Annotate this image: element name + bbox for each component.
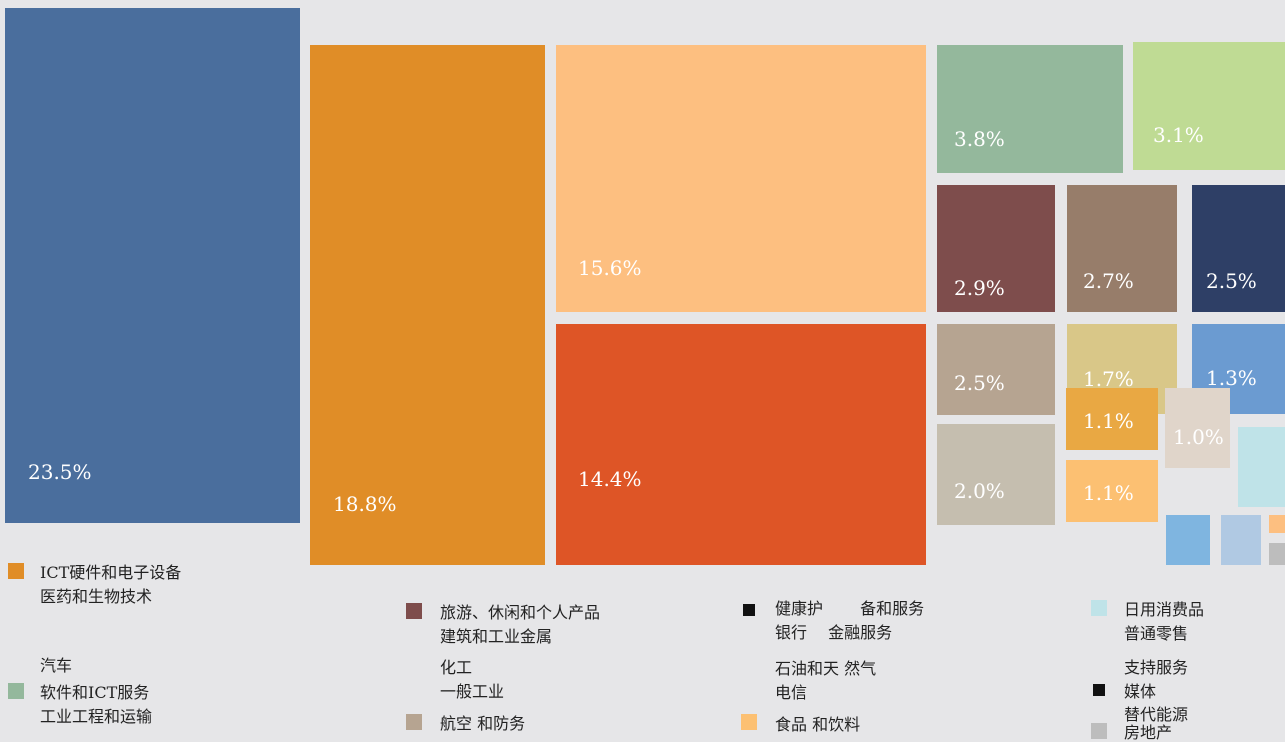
legend-label-line: 医药和生物技术 (40, 587, 153, 606)
tile-label: 2.5% (1206, 269, 1257, 293)
legend-label-line: 食品 和饮料 (775, 715, 861, 734)
tile-label: 3.8% (954, 127, 1005, 151)
treemap-tile (556, 324, 926, 565)
legend-swatch (1093, 684, 1105, 696)
legend-label: 石油和天 然气 电信 (775, 657, 876, 705)
treemap-tile (556, 45, 926, 312)
tile-label: 1.3% (1206, 366, 1257, 390)
tile-label: 2.9% (954, 276, 1005, 300)
legend-label: 航空 和防务 (440, 712, 525, 736)
tile-label: 3.1% (1153, 123, 1204, 147)
legend-label-line: 建筑和工业金属 (440, 627, 553, 646)
legend-label: 旅游、休闲和个人产品 建筑和工业金属 (440, 601, 600, 649)
treemap-tile (1166, 515, 1210, 565)
treemap-tile (1165, 388, 1230, 468)
tile-label: 1.1% (1083, 481, 1134, 505)
legend-label-line: 媒体 (1124, 682, 1157, 701)
treemap-tile (937, 424, 1055, 525)
legend-label: 软件和ICT服务 工业工程和运输 (40, 681, 152, 729)
legend-label: 汽车 (40, 654, 72, 678)
treemap-tile (1133, 42, 1285, 170)
legend-swatch (8, 563, 24, 579)
legend-label: 食品 和饮料 (775, 713, 860, 737)
legend-label-line: 软件和ICT服务 (40, 683, 150, 702)
legend-label-line: 旅游、休闲和个人产品 (440, 603, 601, 622)
treemap-chart: 23.5% 18.8% 15.6% 14.4% 3.8% 3.1% 2.9% 2.7% 2.5%… (5, 8, 1285, 565)
legend-label-line: 支持服务 (1124, 658, 1189, 677)
legend-label-line: 普通零售 (1124, 624, 1189, 643)
legend-label: 替代能源 房地产 (1124, 706, 1188, 742)
treemap-tile (5, 8, 300, 523)
treemap-tile (1066, 388, 1158, 450)
tile-label: 1.1% (1083, 409, 1134, 433)
tile-label: 1.0% (1173, 425, 1224, 449)
legend-swatch (406, 603, 422, 619)
tile-label: 2.0% (954, 479, 1005, 503)
tile-label: 2.5% (954, 371, 1005, 395)
treemap-tile (1221, 515, 1261, 565)
tile-label: 2.7% (1083, 269, 1134, 293)
treemap-tile (310, 45, 545, 565)
tile-label: 18.8% (333, 492, 397, 516)
tile-label: 1.7% (1083, 367, 1134, 391)
legend-label-line: ICT硬件和电子设备 (40, 563, 182, 582)
legend-label-line: 工业工程和运输 (40, 707, 153, 726)
legend-label: ICT硬件和电子设备 医药和生物技术 (40, 561, 181, 609)
treemap-tile (1192, 185, 1285, 312)
legend-label-line: 替代能源 (1124, 705, 1189, 724)
legend-swatch (1091, 723, 1107, 739)
legend-label-line: 航空 和防务 (440, 714, 526, 733)
legend-swatch (8, 683, 24, 699)
legend-label-line: 电信 (775, 683, 808, 702)
treemap-tile (1067, 185, 1177, 312)
legend-label-line: 日用消费品 (1124, 600, 1205, 619)
tile-label: 14.4% (578, 467, 642, 491)
legend-label-line: 化工 (440, 658, 473, 677)
treemap-tile (937, 185, 1055, 312)
legend-label-line: 房地产 (1124, 723, 1173, 742)
treemap-tile (937, 45, 1123, 173)
legend-swatch (741, 714, 757, 730)
legend: ICT硬件和电子设备 医药和生物技术 汽车 软件和ICT服务 工业工程和运输 旅游、休闲和… (0, 555, 1285, 742)
legend-swatch (406, 714, 422, 730)
legend-label: 支持服务 媒体 (1124, 656, 1188, 704)
legend-label: 日用消费品 普通零售 (1124, 598, 1204, 646)
treemap-tile (1269, 543, 1285, 565)
legend-label-line: 汽车 (40, 656, 73, 675)
legend-swatch (1091, 600, 1107, 616)
treemap-tile (1066, 460, 1158, 522)
treemap-tile (1269, 515, 1285, 533)
legend-label: 化工 一般工业 (440, 656, 504, 704)
legend-label-line: 健康护 备和服务 (775, 599, 925, 618)
treemap-tile (1238, 427, 1285, 507)
legend-label: 健康护 备和服务 银行 金融服务 (775, 597, 924, 645)
legend-label-line: 石油和天 然气 (775, 659, 877, 678)
tile-label: 15.6% (578, 256, 642, 280)
treemap-tile (937, 324, 1055, 415)
legend-label-line: 一般工业 (440, 682, 505, 701)
legend-label-line: 银行 金融服务 (775, 623, 893, 642)
legend-swatch (743, 604, 755, 616)
tile-label: 23.5% (28, 460, 92, 484)
